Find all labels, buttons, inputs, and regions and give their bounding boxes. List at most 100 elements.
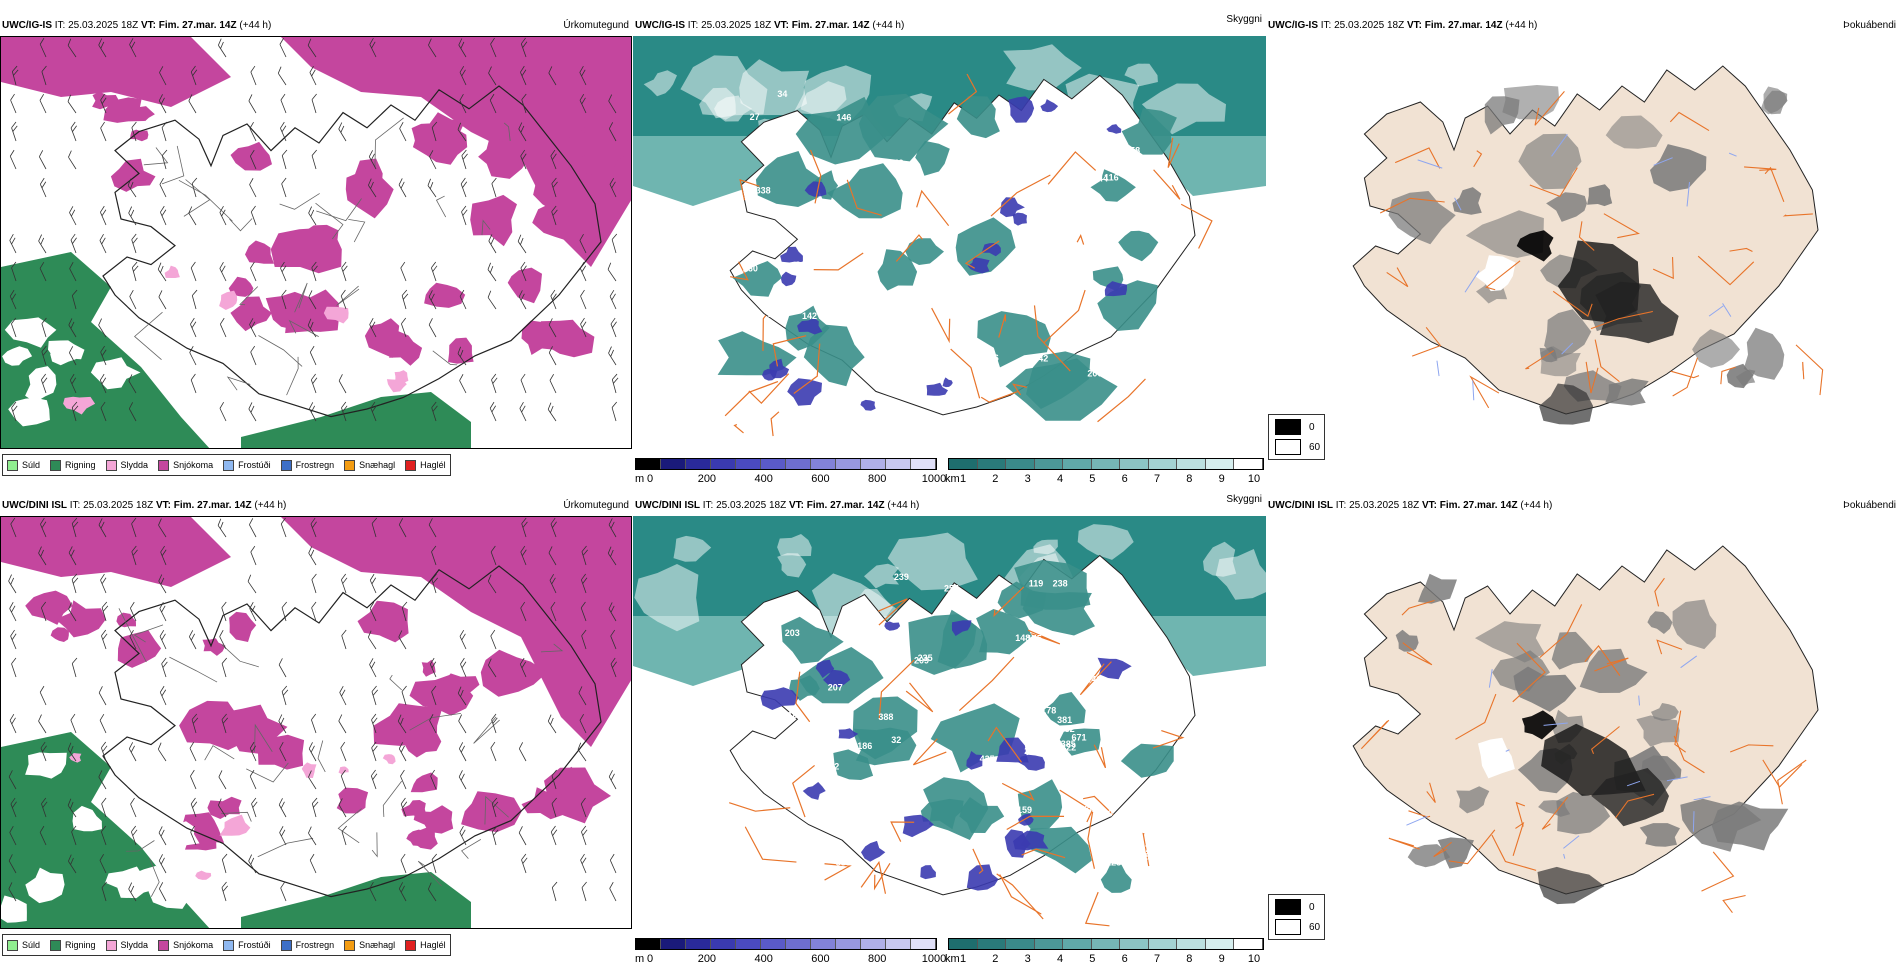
wind-barb (427, 882, 437, 902)
road (748, 373, 790, 404)
wind-barb (128, 402, 137, 422)
wind-barb (431, 545, 437, 566)
wind-barb (249, 741, 257, 762)
cloud-base-label: 338 (756, 186, 771, 196)
wind-barb (491, 797, 499, 818)
wind-barb (188, 206, 197, 226)
cloud-base-label: 889 (836, 857, 851, 867)
legend-label: Frostúði (238, 460, 271, 470)
cloud-base-label: 109 (874, 230, 889, 240)
fog-area (1605, 115, 1663, 149)
wind-barb (369, 601, 377, 622)
cloud-base-label: 425 (980, 754, 995, 764)
wind-barb (39, 825, 47, 846)
wind-barb (131, 233, 138, 254)
legend-label: Slydda (120, 940, 149, 950)
road (143, 147, 169, 166)
cloud-base-label: 632 (1060, 724, 1075, 734)
wind-barb (551, 177, 558, 198)
road (1033, 305, 1071, 372)
wind-barb (11, 261, 17, 282)
colorbar-step (1120, 459, 1149, 469)
clear-patch (777, 553, 807, 578)
cloud-base-label: 385 (1061, 739, 1076, 749)
wind-barb (69, 206, 77, 226)
snow-area (424, 282, 466, 308)
road (987, 726, 1022, 763)
fog-map (1266, 36, 1900, 449)
wind-barb (487, 262, 497, 282)
sleet-area (219, 290, 238, 310)
precip-map-svg (1, 517, 631, 928)
low-cloud-area (780, 246, 803, 263)
river (1692, 811, 1695, 832)
wind-barb (280, 517, 287, 538)
colorbar-tick-label: 5 (1089, 953, 1096, 965)
colorbar-tick-label: 9 (1218, 473, 1225, 485)
wind-barb (609, 853, 617, 874)
cloud-base-label: 399 (1115, 615, 1130, 625)
wind-barb (130, 601, 137, 622)
wind-barb (39, 37, 47, 58)
wind-barb (310, 373, 318, 394)
wind-barb (399, 122, 407, 142)
cloud-base-label: 228 (1106, 857, 1121, 867)
road (996, 873, 1044, 920)
road (1059, 789, 1093, 823)
legend-swatch (158, 939, 170, 951)
wind-barb (548, 346, 557, 366)
legend-swatch (344, 459, 356, 471)
road (1491, 834, 1537, 871)
river (1406, 815, 1428, 826)
wind-barb (341, 401, 348, 422)
fog-panel-1: UWC/IG-IS IT: 25.03.2025 18Z VT: Fim. 27… (1266, 14, 1900, 480)
low-visibility-area (853, 727, 917, 766)
wind-barb (340, 573, 348, 594)
wind-barb (610, 317, 617, 338)
wind-barb (39, 177, 47, 198)
road (409, 713, 462, 731)
road (813, 252, 864, 271)
fog-area (1692, 329, 1740, 368)
legend-swatch (105, 459, 117, 471)
road (1720, 366, 1736, 385)
fog-legend-label-0: 0 (1309, 421, 1315, 433)
colorbar-tick-label: 8 (1186, 473, 1193, 485)
wind-barb (580, 289, 587, 310)
wind-barb (249, 518, 257, 538)
wind-barb (308, 290, 317, 310)
wind-barb (190, 317, 197, 338)
colorbar-step (836, 459, 861, 469)
low-visibility-area (905, 238, 944, 265)
cloud-base-label: 34 (777, 89, 787, 99)
snow-area (533, 170, 589, 219)
field-name: Þokuábendi (1843, 20, 1896, 31)
road (258, 335, 303, 367)
wind-barb (190, 373, 197, 394)
dry-gap (8, 397, 50, 427)
road (279, 193, 320, 210)
wind-barb (281, 289, 287, 310)
colorbar-tick-label: 400 (754, 473, 773, 485)
fog-area (1647, 611, 1673, 634)
wind-barb (551, 769, 557, 790)
low-visibility-area (915, 140, 950, 176)
wind-barb (70, 713, 77, 734)
fog-area (1579, 648, 1648, 693)
cloud-base-label: 265 (866, 255, 881, 265)
wind-barb (130, 797, 137, 818)
wind-barb (249, 121, 257, 142)
wind-barb (520, 37, 528, 58)
wind-barb (369, 882, 377, 902)
road (1006, 815, 1065, 830)
wind-barb (277, 66, 287, 86)
wind-barb (428, 290, 437, 310)
legend-item: Rigning (50, 939, 96, 951)
colorbar-step (786, 459, 811, 469)
legend-item: Haglél (405, 939, 446, 951)
wind-barb (369, 573, 377, 594)
wind-barb (129, 290, 137, 310)
low-visibility-area (920, 798, 964, 830)
wind-barb (340, 741, 347, 762)
fog-legend-swatch-high (1275, 419, 1301, 435)
